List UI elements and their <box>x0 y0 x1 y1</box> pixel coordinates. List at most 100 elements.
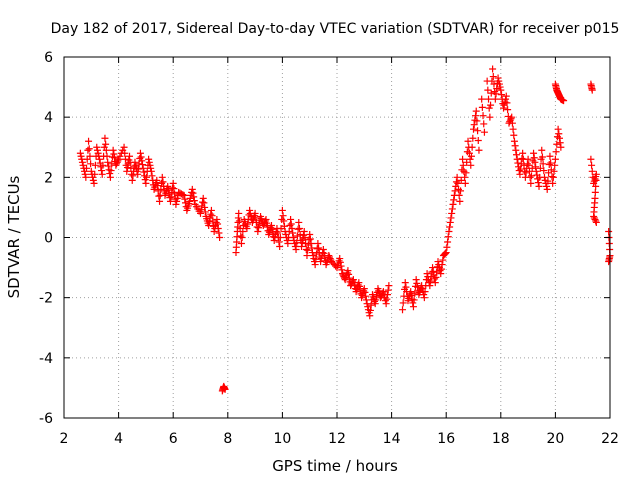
data-point <box>461 179 469 187</box>
data-point-fill <box>592 176 600 184</box>
data-point-fill <box>320 249 328 257</box>
data-point-fill <box>189 189 197 197</box>
data-point-fill <box>444 238 452 246</box>
data-point-fill <box>356 282 364 290</box>
data-point <box>295 218 303 226</box>
data-point <box>112 161 120 169</box>
data-point-fill <box>362 292 370 300</box>
data-point <box>172 200 180 208</box>
data-point <box>289 234 297 241</box>
data-point <box>500 104 508 112</box>
data-point <box>399 306 407 314</box>
data-point-fill <box>364 303 372 311</box>
x-tick-label: 6 <box>169 431 178 447</box>
data-point <box>153 176 161 184</box>
data-point-fill <box>308 244 316 252</box>
data-point-fill <box>138 161 146 169</box>
data-point-fill <box>276 234 284 241</box>
data-point <box>287 215 295 223</box>
data-point-fill <box>591 215 599 223</box>
data-point-fill <box>155 192 163 200</box>
data-point-fill <box>345 270 353 278</box>
data-point <box>409 303 417 311</box>
data-point-fill <box>296 230 304 238</box>
data-point <box>82 173 90 181</box>
data-point-fill <box>268 225 276 233</box>
data-point-fill <box>433 268 441 276</box>
data-point <box>109 146 117 154</box>
data-point-fill <box>309 252 317 260</box>
data-point <box>379 288 387 296</box>
data-point-fill <box>111 154 119 162</box>
data-point <box>588 86 596 94</box>
data-point-fill <box>479 112 487 120</box>
data-point <box>278 206 286 214</box>
data-point-fill <box>304 246 312 254</box>
data-point-fill <box>94 149 102 157</box>
data-point-fill <box>517 165 525 173</box>
data-point-fill <box>555 134 563 142</box>
data-point-fill <box>447 214 455 222</box>
data-point-fill <box>383 295 391 303</box>
data-point <box>434 258 442 266</box>
data-point <box>87 167 95 175</box>
data-point-fill <box>148 172 156 180</box>
data-point <box>134 170 142 178</box>
data-point-fill <box>301 234 309 241</box>
data-point-fill <box>134 165 142 173</box>
data-point <box>251 209 259 217</box>
data-point <box>543 185 551 193</box>
data-point <box>188 185 196 193</box>
data-point-fill <box>110 150 118 158</box>
data-point <box>216 234 224 241</box>
data-point-fill <box>518 155 526 163</box>
data-point-fill <box>454 179 462 187</box>
x-tick-label: 4 <box>114 431 123 447</box>
data-point-fill <box>280 222 288 230</box>
data-point-fill <box>528 164 536 172</box>
data-point <box>237 240 245 248</box>
data-point <box>98 170 106 178</box>
data-point <box>197 209 204 217</box>
data-point-fill <box>190 197 198 205</box>
data-point-fill <box>86 152 94 160</box>
data-point-fill <box>605 240 613 248</box>
data-point-fill <box>485 104 493 112</box>
data-point-fill <box>492 90 500 98</box>
data-point-fill <box>436 267 444 275</box>
data-point-fill <box>496 83 504 91</box>
data-point-fill <box>556 139 564 147</box>
data-point-fill <box>457 187 465 195</box>
data-point <box>158 173 166 181</box>
data-point <box>445 227 453 235</box>
data-point-fill <box>190 193 198 201</box>
data-point-fill <box>272 227 280 235</box>
data-point-fill <box>98 167 106 175</box>
data-point-fill <box>381 297 389 305</box>
data-point <box>93 143 101 151</box>
data-point-fill <box>540 167 548 175</box>
data-point <box>366 312 374 320</box>
data-point-fill <box>421 288 429 296</box>
data-point-fill <box>99 161 107 169</box>
data-point-fill <box>317 255 325 263</box>
data-point <box>311 261 319 269</box>
data-point <box>431 279 439 287</box>
data-point <box>475 146 483 154</box>
data-point <box>308 249 316 257</box>
data-point-fill <box>166 194 174 202</box>
data-point-fill <box>452 178 460 186</box>
data-point <box>560 97 568 105</box>
data-point-fill <box>502 95 510 103</box>
data-point-fill <box>425 279 433 287</box>
data-point-fill <box>298 239 306 247</box>
data-point-fill <box>121 155 129 163</box>
data-point-fill <box>83 164 91 172</box>
data-point-fill <box>214 224 222 232</box>
data-point <box>489 65 497 73</box>
data-point-fill <box>550 167 558 175</box>
data-point-fill <box>472 112 480 120</box>
data-point <box>494 74 502 82</box>
data-point-fill <box>179 191 187 199</box>
